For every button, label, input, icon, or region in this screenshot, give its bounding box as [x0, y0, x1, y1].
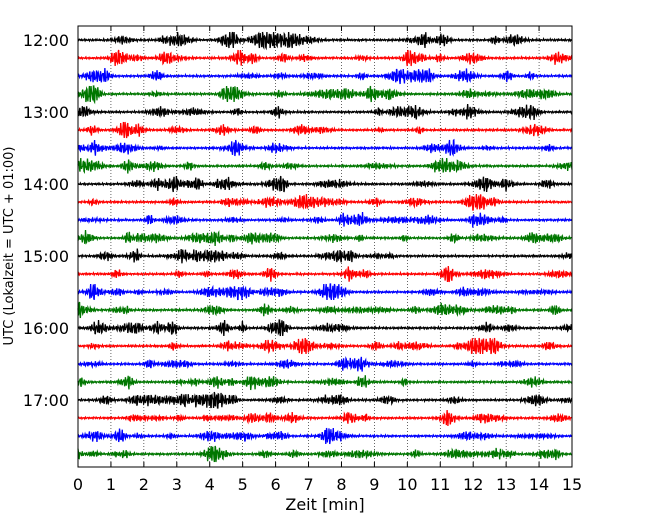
x-tick-label: 9 [369, 475, 379, 494]
trace-17:00 [77, 391, 573, 409]
trace-14:00 [77, 175, 573, 193]
y-tick-label: 14:00 [23, 175, 69, 194]
trace-12:15 [77, 49, 573, 67]
x-tick-label: 5 [238, 475, 248, 494]
trace-17:30 [77, 427, 573, 445]
trace-13:30 [77, 138, 573, 157]
y-axis-ticks: 12:00 13:00 14:00 15:00 16:00 17:00 [23, 31, 572, 410]
y-tick-label: 16:00 [23, 319, 69, 338]
trace-12:00 [77, 31, 573, 51]
trace-14:15 [77, 193, 573, 211]
trace-16:15 [77, 337, 573, 355]
trace-16:30 [77, 356, 573, 372]
x-axis-label: Zeit [min] [285, 495, 364, 514]
trace-17:45 [77, 445, 573, 463]
x-tick-label: 8 [336, 475, 346, 494]
y-axis-label: UTC (Lokalzeit = UTC + 01:00) [2, 147, 17, 346]
y-tick-label: 12:00 [23, 31, 69, 50]
trace-15:15 [77, 265, 573, 283]
x-tick-label: 14 [529, 475, 549, 494]
y-tick-label: 17:00 [23, 391, 69, 410]
x-tick-label: 11 [430, 475, 450, 494]
y-tick-label: 15:00 [23, 247, 69, 266]
trace-16:00 [77, 319, 573, 337]
trace-14:30 [77, 211, 573, 228]
trace-14:45 [77, 229, 573, 247]
trace-13:15 [77, 121, 573, 139]
trace-16:45 [77, 375, 573, 391]
x-tick-label: 2 [139, 475, 149, 494]
x-tick-label: 13 [496, 475, 516, 494]
trace-15:45 [77, 301, 573, 319]
trace-13:45 [77, 157, 573, 174]
x-axis-ticks: 0 1 2 3 4 5 6 7 8 9 10 11 12 13 14 15 [73, 26, 582, 494]
trace-15:00 [77, 248, 573, 264]
trace-13:00 [77, 103, 573, 121]
x-tick-label: 4 [205, 475, 215, 494]
trace-12:45 [77, 85, 573, 105]
plot-frame [77, 25, 573, 468]
x-tick-label: 6 [271, 475, 281, 494]
x-tick-label: 7 [303, 475, 313, 494]
x-tick-label: 12 [463, 475, 483, 494]
trace-15:30 [77, 283, 573, 301]
x-tick-label: 15 [562, 475, 582, 494]
seismic-traces [77, 31, 573, 463]
x-tick-label: 1 [106, 475, 116, 494]
x-tick-label: 10 [397, 475, 417, 494]
x-tick-label: 3 [172, 475, 182, 494]
x-tick-label: 0 [73, 475, 83, 494]
trace-12:30 [77, 67, 573, 85]
y-tick-label: 13:00 [23, 103, 69, 122]
trace-17:15 [77, 409, 573, 427]
